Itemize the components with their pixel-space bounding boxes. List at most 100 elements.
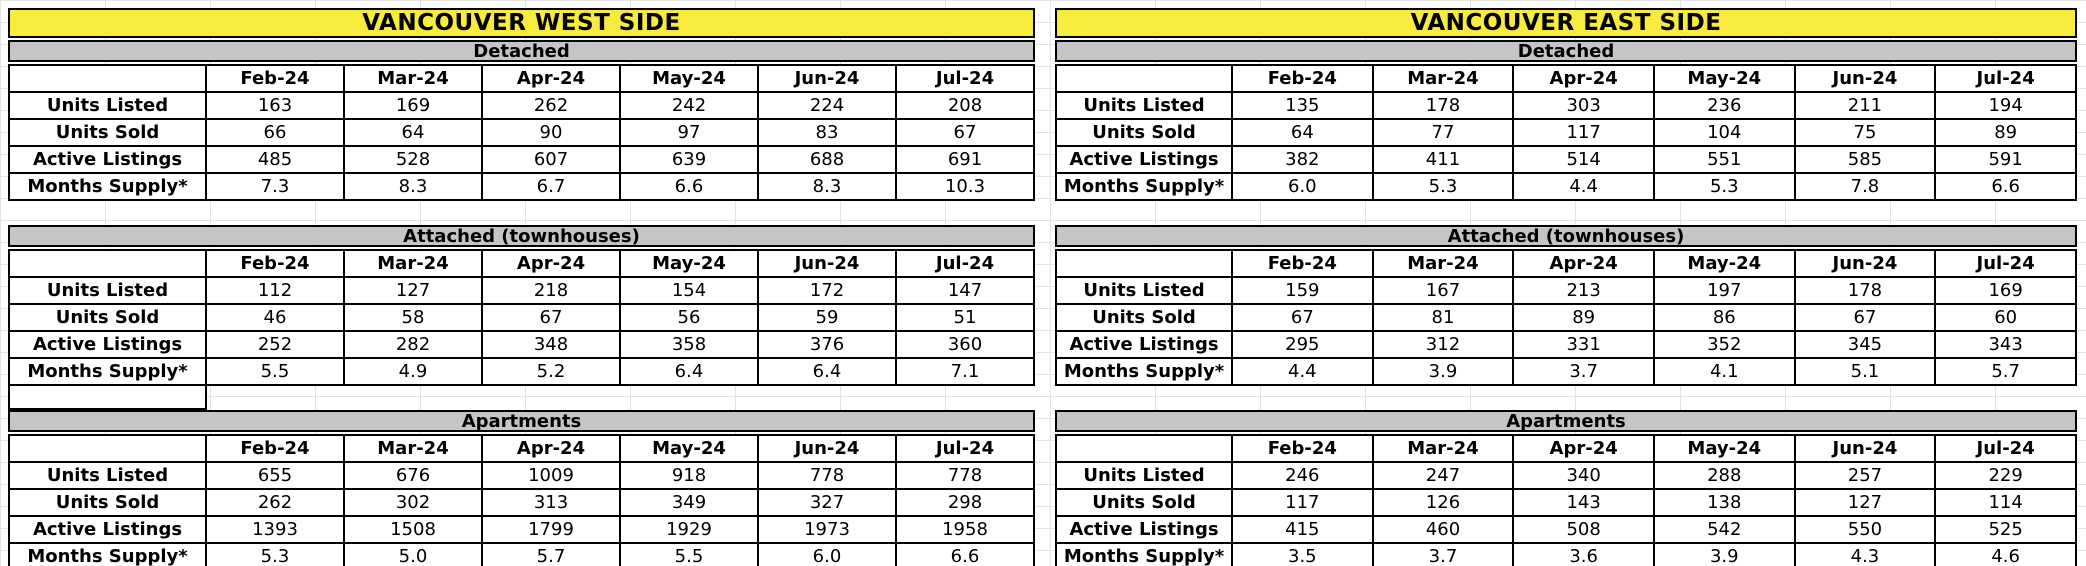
value-cell[interactable]: 5.5	[205, 357, 345, 386]
month-header-cell[interactable]: May-24	[1652, 64, 1796, 93]
value-cell[interactable]: 90	[481, 118, 621, 147]
value-cell[interactable]: 4.4	[1512, 172, 1655, 201]
value-cell[interactable]: 127	[343, 276, 483, 305]
table-title-east[interactable]: VANCOUVER EAST SIDE	[1055, 8, 2077, 38]
value-cell[interactable]: 252	[205, 330, 345, 359]
value-cell[interactable]: 313	[481, 488, 621, 517]
value-cell[interactable]: 247	[1371, 461, 1515, 490]
value-cell[interactable]: 51	[895, 303, 1035, 332]
value-cell[interactable]: 262	[481, 91, 621, 120]
value-cell[interactable]: 138	[1652, 488, 1796, 517]
value-cell[interactable]: 415	[1231, 515, 1374, 544]
row-label-cell[interactable]: Months Supply*	[8, 357, 207, 386]
value-cell[interactable]: 10.3	[895, 172, 1035, 201]
month-header-cell[interactable]: Apr-24	[481, 434, 621, 463]
value-cell[interactable]: 303	[1512, 91, 1655, 120]
month-header-cell[interactable]: Apr-24	[481, 64, 621, 93]
section-title-detached[interactable]: Detached	[1055, 40, 2077, 62]
value-cell[interactable]: 340	[1512, 461, 1655, 490]
corner-cell[interactable]	[1055, 434, 1233, 463]
section-title-apartments[interactable]: Apartments	[8, 410, 1035, 432]
month-header-cell[interactable]: Jun-24	[757, 434, 897, 463]
value-cell[interactable]: 169	[1934, 276, 2077, 305]
month-header-cell[interactable]: May-24	[1652, 249, 1796, 278]
value-cell[interactable]: 1799	[481, 515, 621, 544]
row-label-cell[interactable]: Units Sold	[1055, 303, 1233, 332]
row-label-cell[interactable]: Units Listed	[1055, 91, 1233, 120]
value-cell[interactable]: 246	[1231, 461, 1374, 490]
value-cell[interactable]: 460	[1371, 515, 1515, 544]
value-cell[interactable]: 135	[1231, 91, 1374, 120]
value-cell[interactable]: 1009	[481, 461, 621, 490]
value-cell[interactable]: 4.9	[343, 357, 483, 386]
value-cell[interactable]: 327	[757, 488, 897, 517]
value-cell[interactable]: 778	[895, 461, 1035, 490]
value-cell[interactable]: 525	[1934, 515, 2077, 544]
value-cell[interactable]: 67	[1231, 303, 1374, 332]
value-cell[interactable]: 358	[619, 330, 759, 359]
row-label-cell[interactable]: Active Listings	[8, 145, 207, 174]
value-cell[interactable]: 1929	[619, 515, 759, 544]
value-cell[interactable]: 382	[1231, 145, 1374, 174]
value-cell[interactable]: 75	[1793, 118, 1937, 147]
value-cell[interactable]: 172	[757, 276, 897, 305]
value-cell[interactable]: 218	[481, 276, 621, 305]
value-cell[interactable]: 349	[619, 488, 759, 517]
value-cell[interactable]: 163	[205, 91, 345, 120]
value-cell[interactable]: 4.1	[1652, 357, 1796, 386]
value-cell[interactable]: 167	[1371, 276, 1515, 305]
section-title-attached-townhouses[interactable]: Attached (townhouses)	[8, 225, 1035, 247]
value-cell[interactable]: 514	[1512, 145, 1655, 174]
value-cell[interactable]: 528	[343, 145, 483, 174]
value-cell[interactable]: 282	[343, 330, 483, 359]
row-label-cell[interactable]: Active Listings	[1055, 515, 1233, 544]
section-title-detached[interactable]: Detached	[8, 40, 1035, 62]
blank-cell[interactable]	[8, 386, 207, 410]
row-label-cell[interactable]: Units Sold	[8, 303, 207, 332]
value-cell[interactable]: 485	[205, 145, 345, 174]
month-header-cell[interactable]: Jun-24	[1793, 64, 1937, 93]
value-cell[interactable]: 6.6	[1934, 172, 2077, 201]
value-cell[interactable]: 8.3	[757, 172, 897, 201]
value-cell[interactable]: 302	[343, 488, 483, 517]
value-cell[interactable]: 655	[205, 461, 345, 490]
month-header-cell[interactable]: Jun-24	[757, 64, 897, 93]
value-cell[interactable]: 676	[343, 461, 483, 490]
value-cell[interactable]: 4.6	[1934, 542, 2077, 566]
value-cell[interactable]: 178	[1793, 276, 1937, 305]
value-cell[interactable]: 688	[757, 145, 897, 174]
value-cell[interactable]: 143	[1512, 488, 1655, 517]
value-cell[interactable]: 1393	[205, 515, 345, 544]
value-cell[interactable]: 126	[1371, 488, 1515, 517]
value-cell[interactable]: 236	[1652, 91, 1796, 120]
month-header-cell[interactable]: Jun-24	[1793, 249, 1937, 278]
value-cell[interactable]: 6.4	[757, 357, 897, 386]
row-label-cell[interactable]: Months Supply*	[8, 172, 207, 201]
value-cell[interactable]: 56	[619, 303, 759, 332]
value-cell[interactable]: 169	[343, 91, 483, 120]
row-label-cell[interactable]: Units Listed	[8, 461, 207, 490]
value-cell[interactable]: 550	[1793, 515, 1937, 544]
value-cell[interactable]: 262	[205, 488, 345, 517]
value-cell[interactable]: 117	[1512, 118, 1655, 147]
month-header-cell[interactable]: Mar-24	[343, 249, 483, 278]
month-header-cell[interactable]: May-24	[619, 434, 759, 463]
value-cell[interactable]: 542	[1652, 515, 1796, 544]
month-header-cell[interactable]: Jul-24	[1934, 249, 2077, 278]
value-cell[interactable]: 348	[481, 330, 621, 359]
value-cell[interactable]: 7.8	[1793, 172, 1937, 201]
value-cell[interactable]: 5.5	[619, 542, 759, 566]
value-cell[interactable]: 343	[1934, 330, 2077, 359]
value-cell[interactable]: 411	[1371, 145, 1515, 174]
month-header-cell[interactable]: Jun-24	[1793, 434, 1937, 463]
month-header-cell[interactable]: Apr-24	[1512, 249, 1655, 278]
row-label-cell[interactable]: Months Supply*	[1055, 357, 1233, 386]
value-cell[interactable]: 508	[1512, 515, 1655, 544]
corner-cell[interactable]	[8, 434, 207, 463]
month-header-cell[interactable]: Feb-24	[1231, 434, 1374, 463]
value-cell[interactable]: 5.2	[481, 357, 621, 386]
month-header-cell[interactable]: Apr-24	[1512, 64, 1655, 93]
value-cell[interactable]: 4.4	[1231, 357, 1374, 386]
value-cell[interactable]: 1508	[343, 515, 483, 544]
value-cell[interactable]: 7.3	[205, 172, 345, 201]
